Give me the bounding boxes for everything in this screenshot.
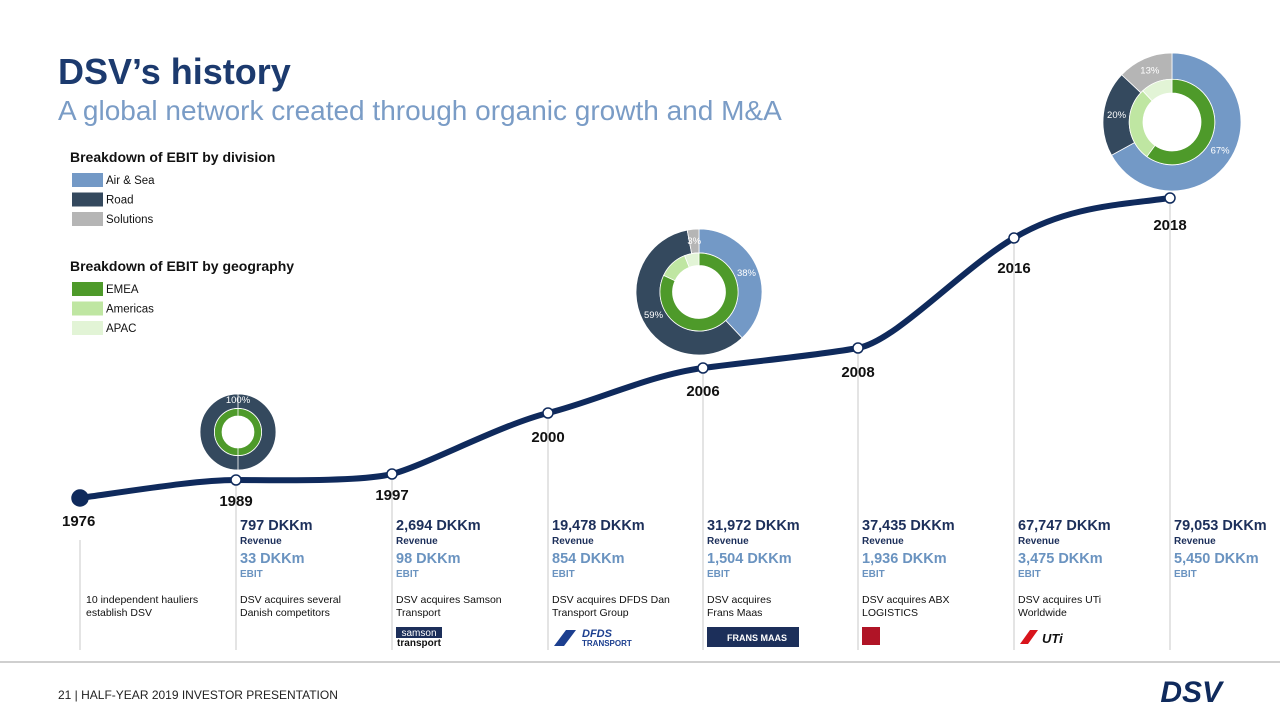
logo-text: UTi (1042, 631, 1063, 646)
legend-title: Breakdown of EBIT by division (70, 149, 275, 165)
year-label: 2008 (841, 364, 874, 381)
revenue-value: 797 DKKm (240, 518, 313, 534)
timeline-dot (1008, 232, 1020, 244)
logo-text: TRANSPORT (582, 639, 632, 648)
milestone-description: Worldwide (1018, 607, 1067, 619)
timeline-dot (71, 489, 89, 507)
year-label: 1989 (219, 493, 252, 510)
ebit-value: 3,475 DKKm (1018, 551, 1103, 567)
revenue-label: Revenue (1018, 536, 1060, 547)
milestone-description: Transport Group (552, 607, 629, 619)
slice-label: 100% (226, 395, 251, 406)
revenue-label: Revenue (1174, 536, 1216, 547)
revenue-label: Revenue (552, 536, 594, 547)
revenue-value: 2,694 DKKm (396, 518, 481, 534)
ebit-value: 1,936 DKKm (862, 551, 947, 567)
slice-label: 3% (687, 236, 701, 247)
slice-label: 13% (1140, 66, 1160, 77)
slice-label: 38% (737, 268, 757, 279)
revenue-label: Revenue (240, 536, 282, 547)
revenue-label: Revenue (707, 536, 749, 547)
ebit-value: 98 DKKm (396, 551, 460, 567)
milestone-description: DSV acquires several (240, 594, 341, 606)
revenue-label: Revenue (862, 536, 904, 547)
logo-box (707, 627, 799, 647)
milestone-description: 10 independent hauliers (86, 594, 198, 606)
revenue-label: Revenue (396, 536, 438, 547)
revenue-value: 19,478 DKKm (552, 518, 645, 534)
ebit-value: 33 DKKm (240, 551, 304, 567)
revenue-value: 79,053 DKKm (1174, 518, 1267, 534)
logo-text: FRANS MAAS (727, 633, 787, 643)
logo-text: transport (397, 638, 442, 649)
ebit-value: 1,504 DKKm (707, 551, 792, 567)
legend-swatch (72, 282, 103, 296)
subtitle: A global network created through organic… (58, 95, 782, 126)
milestone-description: Transport (396, 607, 441, 619)
milestone-description: establish DSV (86, 607, 152, 619)
legend-label: Road (106, 195, 134, 207)
timeline-dot (542, 407, 554, 419)
milestone-description: DSV acquires DFDS Dan (552, 594, 670, 606)
donut-hole (222, 416, 254, 448)
revenue-value: 37,435 DKKm (862, 518, 955, 534)
revenue-value: 31,972 DKKm (707, 518, 800, 534)
slice-label: 20% (1107, 110, 1127, 121)
timeline-dot (852, 342, 864, 354)
milestone-description: LOGISTICS (862, 607, 918, 619)
logo-box (396, 627, 442, 638)
ebit-label: EBIT (862, 569, 885, 580)
milestone-description: DSV acquires Samson (396, 594, 502, 606)
legend-label: Solutions (106, 214, 154, 226)
ebit-value: 5,450 DKKm (1174, 551, 1259, 567)
legend-swatch (72, 212, 103, 226)
ebit-label: EBIT (396, 569, 419, 580)
ebit-label: EBIT (1018, 569, 1041, 580)
legend-swatch (72, 301, 103, 316)
year-label: 2000 (531, 429, 564, 446)
legend-swatch (72, 192, 103, 207)
logo-mark (554, 630, 576, 646)
timeline-dot (697, 362, 709, 374)
ebit-value: 854 DKKm (552, 551, 625, 567)
title: DSV’s history (58, 51, 291, 92)
logo-box (862, 627, 880, 645)
timeline-curve (79, 195, 1171, 501)
ebit-label: EBIT (1174, 569, 1197, 580)
revenue-value: 67,747 DKKm (1018, 518, 1111, 534)
timeline-dot (386, 468, 398, 480)
donut-hole (672, 265, 726, 319)
ebit-label: EBIT (707, 569, 730, 580)
ebit-label: EBIT (240, 569, 263, 580)
slice-label: 59% (644, 310, 664, 321)
year-label: 2018 (1153, 217, 1186, 234)
legend-label: Air & Sea (106, 175, 155, 187)
timeline-dot (230, 474, 242, 486)
legend-label: APAC (106, 323, 136, 335)
year-label: 2006 (686, 383, 719, 400)
milestone-description: DSV acquires (707, 594, 771, 606)
legend-title: Breakdown of EBIT by geography (70, 258, 294, 274)
milestone-description: Frans Maas (707, 607, 762, 619)
milestone-description: DSV acquires ABX (862, 594, 950, 606)
year-label: 1997 (375, 487, 408, 504)
legend-label: EMEA (106, 284, 139, 296)
legend-label: Americas (106, 304, 154, 316)
ebit-label: EBIT (552, 569, 575, 580)
legend-swatch (72, 321, 103, 335)
logo-text: DFDS (582, 628, 613, 640)
logo-text: samson (401, 628, 436, 639)
footer-text: 21 | HALF-YEAR 2019 INVESTOR PRESENTATIO… (58, 688, 338, 702)
milestone-description: Danish competitors (240, 607, 330, 619)
slice-label: 67% (1211, 145, 1231, 156)
year-label: 1976 (62, 513, 95, 530)
year-label: 2016 (997, 260, 1030, 277)
milestone-description: DSV acquires UTi (1018, 594, 1101, 606)
donut-hole (1143, 93, 1201, 151)
legend-swatch (72, 173, 103, 187)
timeline-dot (1164, 192, 1176, 204)
footer-logo: DSV (1160, 676, 1225, 709)
logo-mark (1020, 630, 1038, 644)
